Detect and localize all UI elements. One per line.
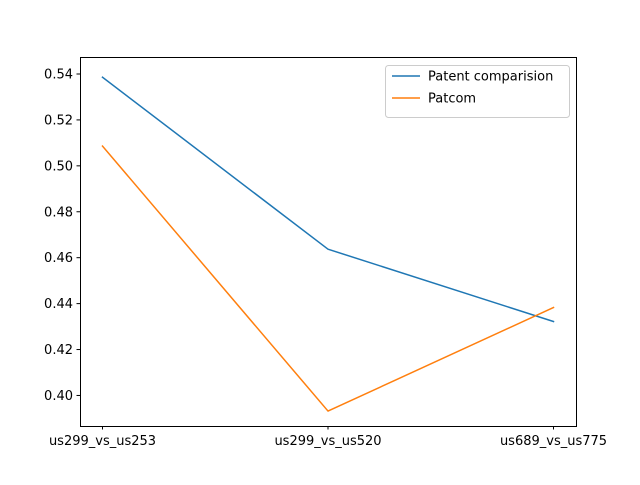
y-tick-label: 0.42 xyxy=(44,343,73,358)
legend-label: Patcom xyxy=(428,92,476,107)
legend-box xyxy=(385,65,570,118)
y-tick-label: 0.54 xyxy=(44,67,73,82)
series-line-1 xyxy=(101,76,555,323)
series-layer xyxy=(101,76,555,412)
plot-frame xyxy=(80,57,577,427)
x-tick-label: us299_vs_us520 xyxy=(274,434,381,449)
y-tick-label: 0.46 xyxy=(44,251,73,266)
y-tick-label: 0.52 xyxy=(44,113,73,128)
y-tick-label: 0.48 xyxy=(44,205,73,220)
series-line-2 xyxy=(101,145,555,412)
y-tick-label: 0.44 xyxy=(44,297,73,312)
x-tick-label: us299_vs_us253 xyxy=(49,434,156,449)
y-tick-label: 0.40 xyxy=(44,389,73,404)
x-tick-label: us689_vs_us775 xyxy=(500,434,607,449)
legend-label: Patent comparision xyxy=(428,70,553,85)
y-tick-label: 0.50 xyxy=(44,159,73,174)
x-axis: us299_vs_us253 us299_vs_us520 us689_vs_us7… xyxy=(49,426,607,449)
legend: Patent comparision Patcom xyxy=(385,65,570,118)
y-axis: 0.40 0.42 0.44 0.46 0.48 0.50 0.52 0.54 xyxy=(44,67,80,404)
